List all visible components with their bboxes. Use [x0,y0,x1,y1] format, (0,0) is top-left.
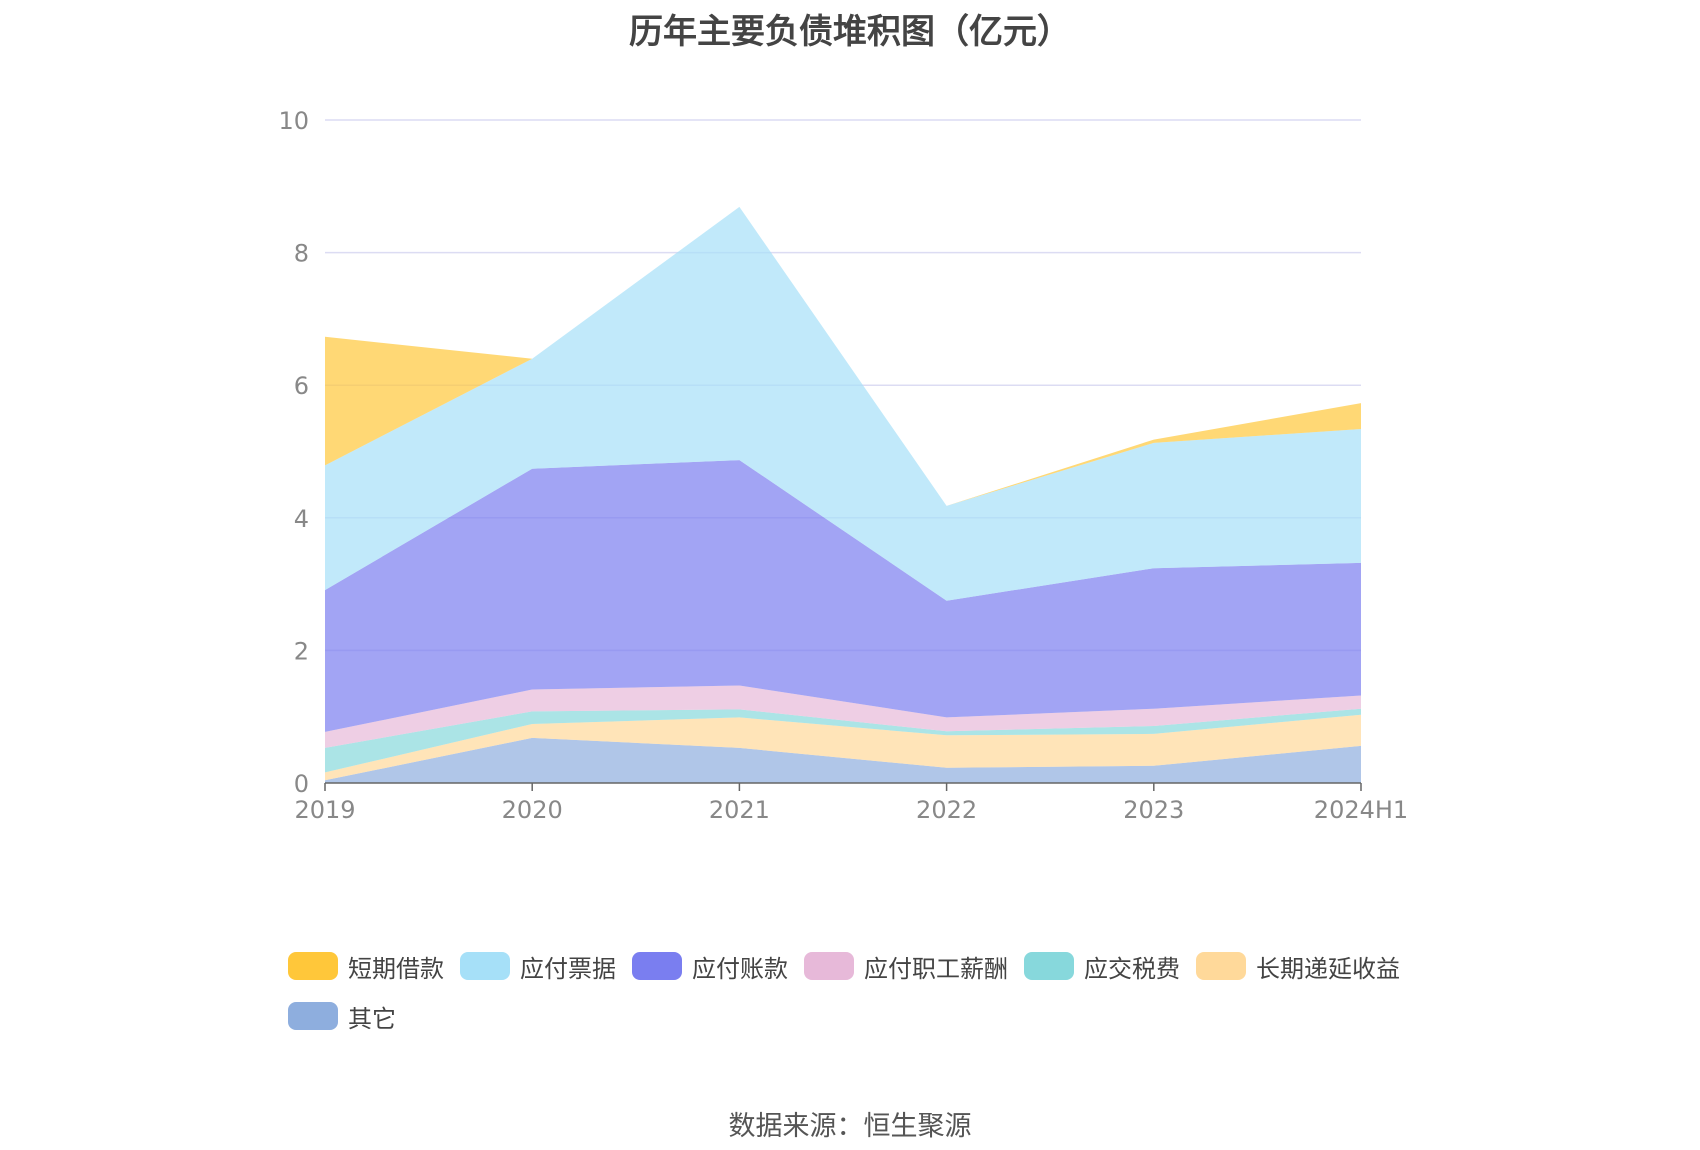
legend-item[interactable]: 应付账款 [632,950,788,983]
legend-item[interactable]: 短期借款 [288,950,444,983]
area-1 [325,737,1361,783]
axes: 0 2 4 6 8 10 2019 2020 2021 2022 2023 2024H1 [278,107,1408,824]
x-tick-label: 2022 [916,796,977,824]
y-tick-label: 2 [294,637,309,665]
area-6 [325,206,1361,601]
area-2 [325,714,1361,781]
legend-label: 短期借款 [348,954,444,983]
area-5 [325,460,1361,732]
legend-label: 长期递延收益 [1256,954,1400,983]
legend-swatch [632,952,682,980]
x-tick-label: 2019 [294,796,355,824]
y-tick-label: 8 [294,240,309,268]
x-tick-label: 2024H1 [1314,796,1408,824]
area-3 [325,708,1361,773]
legend-item[interactable]: 应交税费 [1024,950,1180,983]
y-tick-label: 10 [278,107,309,135]
y-tick-label: 4 [294,505,309,533]
y-tick-label: 0 [294,770,309,798]
chart-title: 历年主要负债堆积图（亿元） [629,12,1071,52]
legend-label: 应付票据 [520,954,616,983]
area-series [325,206,1361,783]
legend-label: 应交税费 [1084,954,1180,983]
legend-item[interactable]: 应付票据 [460,950,616,983]
legend-swatch [804,952,854,980]
y-tick-label: 6 [294,372,309,400]
stacked-area-chart: 0 2 4 6 8 10 2019 2020 2021 2022 2023 2024H1 [278,107,1408,824]
legend: 短期借款 应付票据 应付账款 应付职工薪酬 应交税费 长期递延收益其它 [288,950,1468,1050]
legend-swatch [460,952,510,980]
legend-item[interactable]: 其它 [288,1000,396,1033]
data-source: 数据来源：恒生聚源 [728,1111,972,1142]
x-tick-label: 2021 [709,796,770,824]
legend-label: 其它 [348,1004,396,1033]
legend-swatch [288,952,338,980]
legend-swatch [1024,952,1074,980]
legend-item[interactable]: 应付职工薪酬 [804,950,1008,983]
legend-swatch [288,1002,338,1030]
x-tick-label: 2023 [1123,796,1184,824]
legend-label: 应付账款 [692,954,788,983]
legend-swatch [1196,952,1246,980]
legend-item[interactable]: 长期递延收益 [1196,950,1400,983]
area-4 [325,685,1361,748]
legend-label: 应付职工薪酬 [864,954,1008,983]
x-tick-label: 2020 [502,796,563,824]
